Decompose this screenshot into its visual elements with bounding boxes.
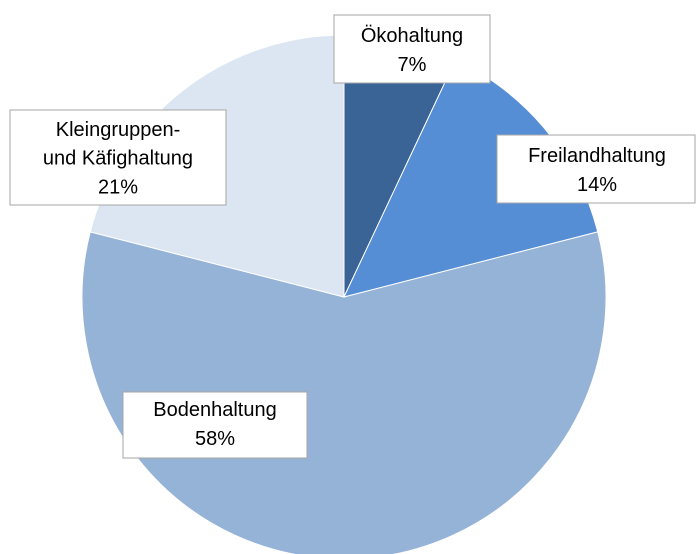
pie-slice [81, 231, 607, 554]
label-box [9, 109, 227, 206]
category-label-line: Bodenhaltung [153, 399, 276, 421]
value-label: 58% [195, 428, 235, 450]
category-label-line: und Käfighaltung [43, 148, 193, 170]
category-label-line: Freilandhaltung [528, 145, 666, 167]
label-box [122, 391, 308, 459]
value-label: 7% [398, 54, 427, 76]
category-label: Freilandhaltung [528, 145, 666, 167]
value-label: 14% [577, 174, 617, 196]
category-label-line: Ökohaltung [361, 25, 463, 47]
value-label: 21% [98, 176, 138, 198]
label-box [496, 134, 696, 204]
category-label: Bodenhaltung [153, 399, 276, 421]
category-label: Kleingruppen-und Käfighaltung [43, 119, 193, 170]
category-label-line: Kleingruppen- [56, 119, 181, 141]
category-label: Ökohaltung [361, 25, 463, 47]
label-box [333, 14, 491, 84]
